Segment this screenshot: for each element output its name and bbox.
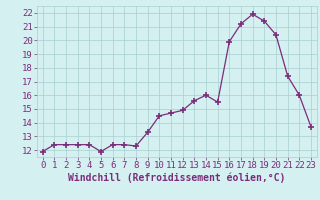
X-axis label: Windchill (Refroidissement éolien,°C): Windchill (Refroidissement éolien,°C) bbox=[68, 173, 285, 183]
